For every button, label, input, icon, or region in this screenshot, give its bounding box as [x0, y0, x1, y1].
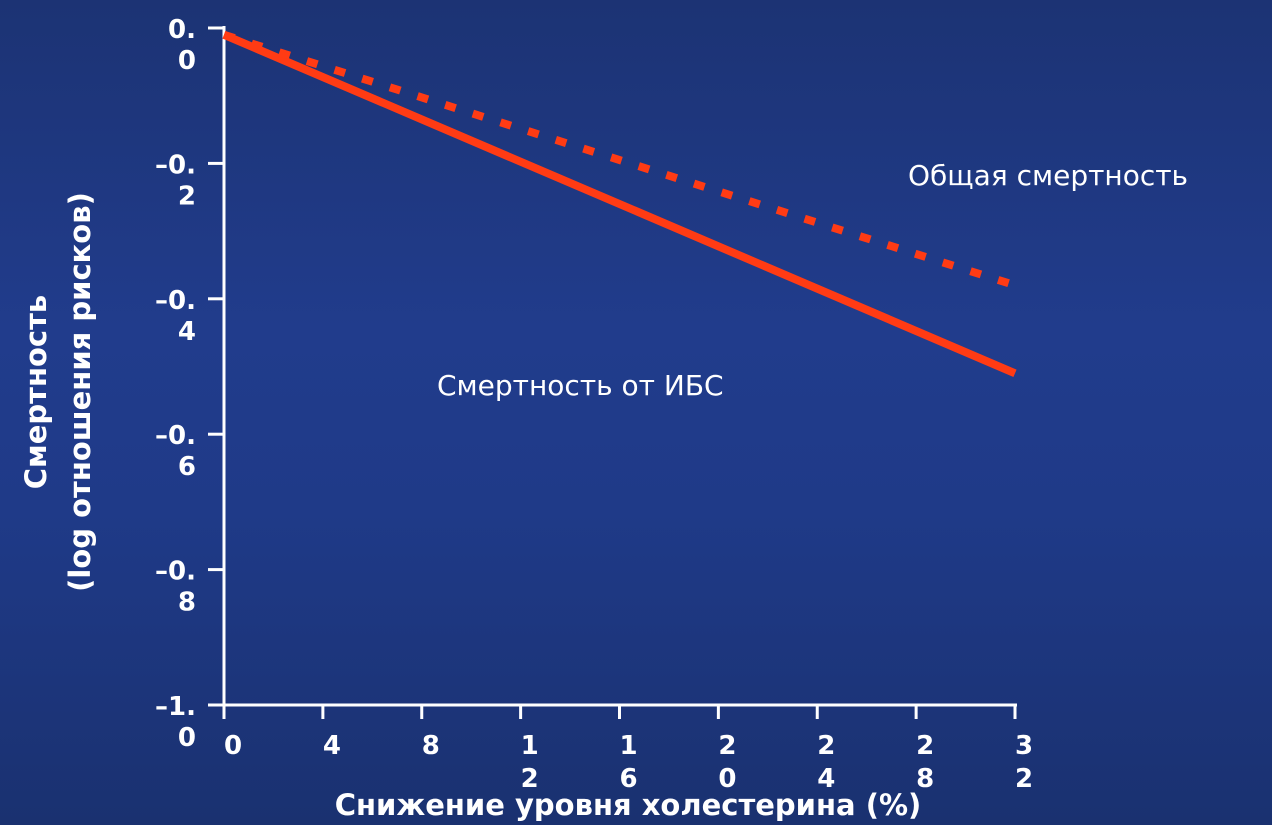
y-axis-title-line-1: Смертность [19, 295, 53, 490]
x-tick-label: 0 [224, 731, 242, 761]
x-tick-label: 8 [422, 731, 440, 761]
series-layer [222, 30, 1017, 377]
y-tick-label: –0. 2 [155, 150, 196, 211]
y-tick-label: –1. 0 [155, 692, 196, 753]
series-total-mortality-line [222, 30, 1017, 290]
y-tick-label: –0. 8 [155, 557, 196, 618]
x-tick-label: 4 [323, 731, 341, 761]
y-axis: 0. 0 –0. 2 –0. 4 –0. 6 –0. 8 –1. 0 [155, 15, 226, 753]
y-axis-title-line-2: (log отношения рисков) [63, 192, 97, 592]
y-axis-title: Смертность (log отношения рисков) [19, 192, 97, 592]
series-chd-mortality-line [222, 31, 1017, 377]
y-tick-label: –0. 4 [155, 286, 196, 347]
x-axis-title: Снижение уровня холестерина (%) [335, 788, 922, 822]
y-tick-label: –0. 6 [155, 421, 196, 482]
series-label-chd-mortality: Смертность от ИБС [437, 369, 724, 402]
series-label-total-mortality: Общая смертность [908, 159, 1188, 192]
y-tick-label: 0. 0 [168, 15, 196, 76]
x-axis: 0 4 8 1 2 1 6 2 0 2 4 2 8 3 2 [222, 703, 1033, 794]
